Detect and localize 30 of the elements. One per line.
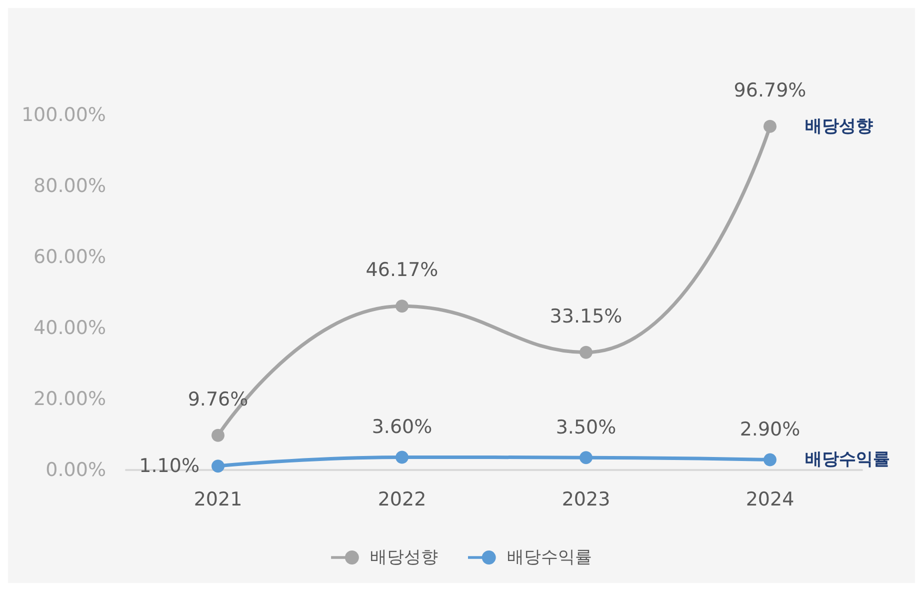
y-tick-label: 0.00% [46, 459, 106, 481]
text: 배당수익률 [805, 450, 890, 470]
x-tick-label: 2023 [562, 488, 610, 510]
y-tick-label: 80.00% [34, 175, 106, 197]
legend-label: 배당수익률 [506, 548, 592, 568]
point [396, 450, 408, 464]
data-label: 33.15% [550, 305, 622, 328]
legend-label: 배당성향 [370, 548, 438, 568]
x-tick-label: 2024 [746, 488, 794, 510]
y-tick-label: 100.00% [21, 104, 106, 126]
point [580, 346, 592, 359]
data-label: 46.17% [366, 259, 438, 282]
y-tick-label: 20.00% [34, 388, 106, 410]
data-label: 3.50% [556, 416, 616, 439]
data-label: 96.79% [734, 79, 806, 102]
point [764, 453, 776, 466]
data-label: 1.10% [139, 455, 200, 478]
data-label: 9.76% [188, 388, 248, 410]
point [396, 300, 408, 313]
point [212, 428, 224, 442]
point [580, 451, 592, 464]
x-tick-label: 2022 [378, 488, 426, 510]
text: 배당성향 [805, 116, 873, 136]
y-tick-label: 60.00% [34, 246, 106, 268]
data-label: 3.60% [372, 416, 432, 438]
y-tick-label: 40.00% [34, 317, 106, 339]
point [764, 120, 776, 133]
x-tick-label: 2021 [194, 488, 242, 510]
data-label: 2.90% [740, 418, 800, 441]
point [212, 460, 224, 473]
